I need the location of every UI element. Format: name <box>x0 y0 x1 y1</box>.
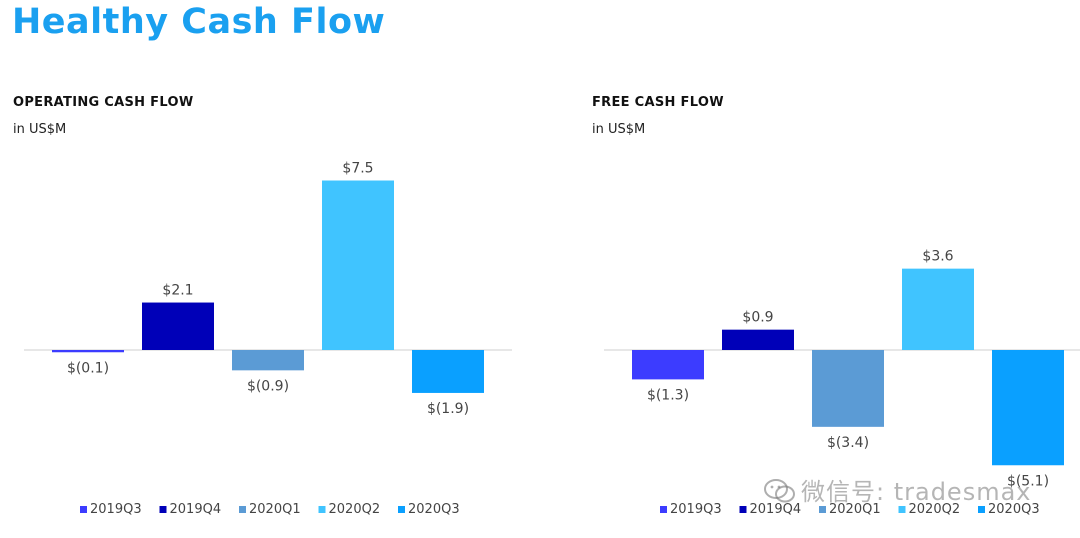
bar-2019Q3 <box>52 350 124 353</box>
legend-swatch <box>819 506 826 513</box>
legend-swatch <box>318 506 326 513</box>
legend-swatch <box>239 506 246 513</box>
watermark-text: 微信号: tradesmax <box>801 478 1032 506</box>
bar-2019Q4 <box>142 302 214 350</box>
legend-swatch <box>978 506 985 513</box>
legend-swatch <box>159 506 167 513</box>
data-label: $(0.1) <box>67 360 109 376</box>
wechat-icon <box>764 479 795 503</box>
data-label: $2.1 <box>162 283 193 299</box>
legend-label: 2020Q3 <box>408 502 460 517</box>
bar-2020Q3 <box>412 350 484 393</box>
legend-label: 2020Q3 <box>988 502 1040 517</box>
bar-2019Q4 <box>722 329 794 350</box>
legend-swatch <box>398 506 405 513</box>
chart-title: FREE CASH FLOW <box>592 95 724 110</box>
watermark: 微信号: tradesmax <box>763 472 1032 507</box>
operating-cash-flow-chart: $(0.1) $2.1 $(0.9) $7.5 $(1.9) 2019Q3 2019Q4 20… <box>24 161 512 517</box>
legend-label: 2020Q2 <box>909 502 961 517</box>
legend-label: 2020Q1 <box>249 502 301 517</box>
data-label: $(0.9) <box>247 378 289 394</box>
legend-swatch <box>898 506 906 513</box>
legend-swatch <box>739 506 747 513</box>
free-cash-flow-chart: $(1.3) $0.9 $(3.4) $3.6 $(5.1) 2019Q3 2019Q4 20… <box>604 249 1080 517</box>
data-label: $7.5 <box>342 161 373 177</box>
legend-label: 2020Q1 <box>829 502 881 517</box>
data-label: $(1.3) <box>647 387 689 403</box>
legend-swatch <box>660 506 667 513</box>
legend-label: 2020Q2 <box>329 502 381 517</box>
data-label: $3.6 <box>922 249 953 265</box>
legend-swatch <box>80 506 87 513</box>
legend-label: 2019Q3 <box>670 502 722 517</box>
data-label: $(3.4) <box>827 435 869 451</box>
legend-label: 2019Q4 <box>750 502 802 517</box>
legend-label: 2019Q3 <box>90 502 142 517</box>
data-label: $0.9 <box>742 310 773 326</box>
bar-2020Q1 <box>232 350 304 371</box>
operating-cash-flow-panel: OPERATING CASH FLOW in US$M $(0.1) $2.1 $(… <box>13 95 512 517</box>
data-label: $(1.9) <box>427 401 469 417</box>
chart-unit: in US$M <box>13 122 67 137</box>
free-cash-flow-panel: FREE CASH FLOW in US$M $(1.3) $0.9 $(3.4) $… <box>540 0 1080 538</box>
chart-title: OPERATING CASH FLOW <box>13 95 194 110</box>
data-label: $(5.1) <box>1007 473 1049 489</box>
page-title: Healthy Cash Flow <box>12 2 386 42</box>
bar-2020Q1 <box>812 350 884 427</box>
legend-label: 2019Q4 <box>170 502 222 517</box>
bar-2020Q2 <box>902 268 974 350</box>
bar-2020Q3 <box>992 350 1064 466</box>
chart-unit: in US$M <box>592 122 646 137</box>
bar-2020Q2 <box>322 180 394 350</box>
bar-2019Q3 <box>632 350 704 380</box>
